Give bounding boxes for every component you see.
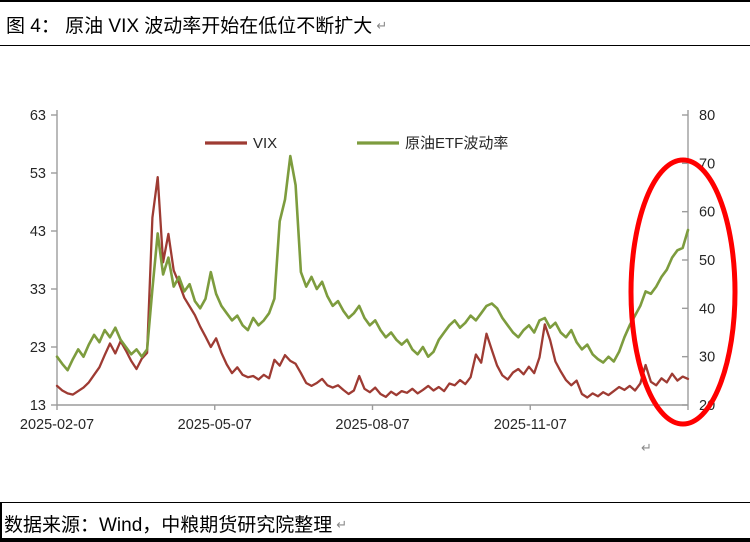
left-axis-tick-label: 63	[30, 108, 46, 124]
right-axis-tick-label: 50	[699, 253, 715, 269]
left-axis-tick-label: 53	[30, 166, 46, 182]
left-axis-tick-label: 23	[30, 340, 46, 356]
left-axis-tick-label: 33	[30, 282, 46, 298]
legend-label-vix: VIX	[253, 135, 277, 152]
source-row: 数据来源：Wind，中粮期货研究院整理 ↵	[0, 502, 750, 542]
right-axis-tick-label: 30	[699, 350, 715, 366]
right-axis-tick-label: 80	[699, 108, 715, 124]
x-axis-tick-label: 2025-02-07	[20, 417, 94, 433]
data-source-text: 数据来源：Wind，中粮期货研究院整理	[4, 515, 333, 536]
figure-title-row: 图 4： 原油 VIX 波动率开始在低位不断扩大 ↵	[0, 0, 750, 46]
left-axis-tick-label: 13	[30, 398, 46, 414]
right-axis-tick-label: 40	[699, 301, 715, 317]
right-axis-tick-label: 60	[699, 205, 715, 221]
x-axis-tick-label: 2025-08-07	[335, 417, 409, 433]
legend-label-oil-etf: 原油ETF波动率	[405, 135, 508, 152]
paragraph-mark-icon: ↵	[376, 18, 388, 33]
vix-series-line	[55, 175, 690, 399]
x-axis-tick-label: 2025-11-07	[494, 417, 567, 433]
paragraph-mark-icon: ↵	[336, 517, 348, 532]
chart-area: 63 53 43 33 23 13 80 70 60 50 40 30 20 2025-02-07 2025…	[0, 46, 750, 502]
x-axis-tick-label: 2025-05-07	[178, 417, 252, 433]
oil-etf-series-line	[55, 154, 690, 372]
figure-title: 图 4： 原油 VIX 波动率开始在低位不断扩大	[6, 16, 373, 37]
paragraph-mark-icon: ↵	[641, 440, 652, 455]
left-axis-tick-label: 43	[30, 224, 46, 240]
highlight-ellipse	[628, 157, 738, 427]
